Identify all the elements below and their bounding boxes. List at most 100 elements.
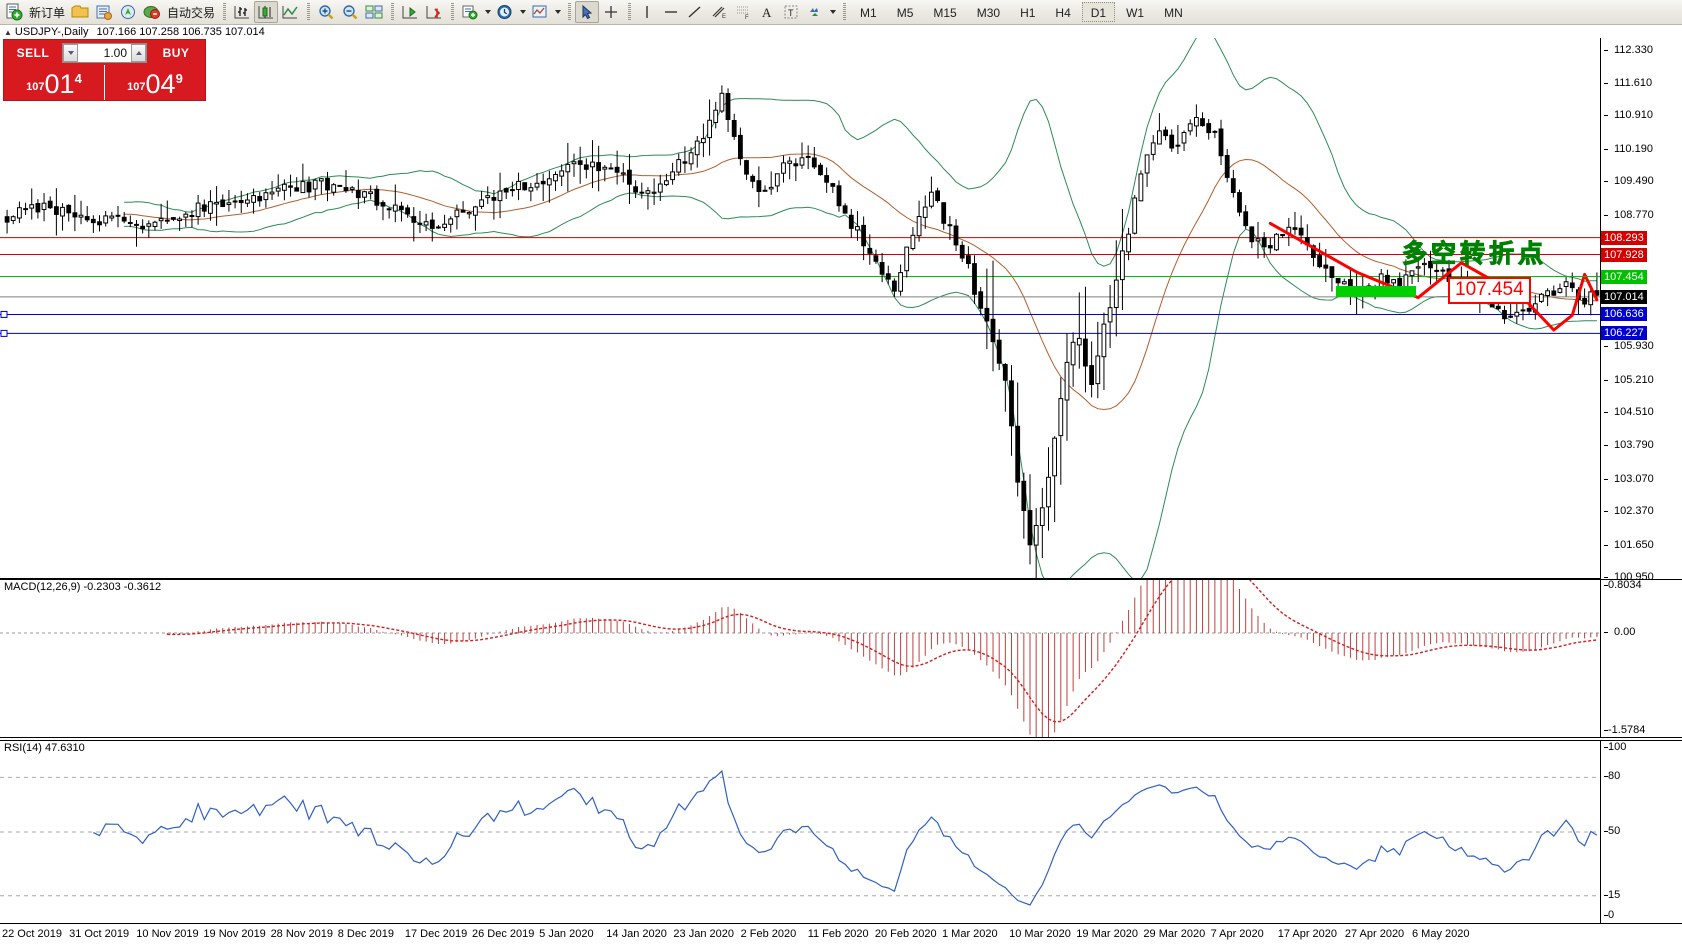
price-axis-tick: 104.510 [1604,406,1682,418]
terminal-icon[interactable] [92,1,116,23]
price-axis-tick: 102.370 [1604,505,1682,517]
timeframe-m15[interactable]: M15 [933,6,957,20]
price-chart-svg [0,38,1600,578]
price-level-tag[interactable]: 107.454 [1601,269,1647,284]
trendline-icon[interactable] [683,1,707,23]
macd-plot-area[interactable] [0,580,1682,737]
cursor-icon[interactable] [575,1,600,23]
vertical-line-icon[interactable] [635,1,659,23]
price-axis-tick: 112.330 [1604,44,1682,56]
auto-scroll-icon[interactable] [398,1,422,23]
macd-axis[interactable]: 0.8034 0.00 -1.5784 [1600,579,1682,737]
text-label-icon[interactable]: T [779,1,803,23]
date-axis-tick: 10 Mar 2020 [1009,928,1071,940]
period-clock-icon[interactable] [493,1,517,23]
date-axis-tick: 31 Oct 2019 [69,928,130,940]
volume-value[interactable]: 1.00 [103,45,127,60]
arrows-icon[interactable] [803,1,827,23]
add-indicator-icon[interactable] [458,1,482,23]
rsi-axis[interactable]: 100 80 50 15 0 [1600,741,1682,923]
date-axis-tick: 19 Mar 2020 [1076,928,1139,940]
date-axis-tick: 5 Jan 2020 [539,928,594,940]
svg-text:T: T [788,8,794,18]
navigator-icon[interactable] [116,1,140,23]
buy-price-main: 04 [145,69,176,99]
line-chart-icon[interactable] [278,1,302,23]
price-axis-tick: 110.910 [1604,109,1682,121]
chart-shift-icon[interactable] [422,1,446,23]
rsi-pane[interactable]: RSI(14) 47.6310 100 80 50 15 0 [0,740,1682,924]
toolbar-separator [841,2,847,22]
bar-chart-icon[interactable] [230,1,254,23]
sell-label[interactable]: SELL [16,45,50,60]
timeframe-m5[interactable]: M5 [896,6,914,20]
macd-chart-svg [0,580,1600,737]
macd-axis-tick: -1.5784 [1604,724,1682,736]
period-dropdown-caret[interactable] [517,2,528,22]
date-axis-tick: 14 Jan 2020 [606,928,667,940]
candlestick-chart-icon[interactable] [254,1,279,23]
rsi-plot-area[interactable] [0,741,1682,923]
timeframe-h4[interactable]: H4 [1055,6,1071,20]
zoom-in-icon[interactable] [314,1,338,23]
price-axis-tick: 103.790 [1604,439,1682,451]
buy-label[interactable]: BUY [162,45,190,60]
volume-decrease-button[interactable] [63,43,78,62]
macd-pane[interactable]: MACD(12,26,9) -0.2303 -0.3612 0.8034 0.00… [0,579,1682,738]
autotrading-icon[interactable] [140,1,164,23]
date-axis-tick: 27 Apr 2020 [1344,928,1405,940]
sell-price-prefix: 107 [26,81,45,93]
crosshair-icon[interactable] [599,1,623,23]
buy-price-button[interactable]: 107 04 9 [105,65,205,100]
oct-top-row: SELL 1.00 BUY [4,40,205,65]
zoom-out-icon[interactable] [338,1,362,23]
collapse-triangle-icon[interactable]: ▲ [4,27,12,37]
price-plot-area[interactable] [0,38,1682,578]
buy-price-pipette: 9 [175,71,183,86]
arrows-dropdown-caret[interactable] [827,2,838,22]
templates-icon[interactable] [528,1,552,23]
date-axis-tick: 17 Apr 2020 [1277,928,1338,940]
timeframe-w1[interactable]: W1 [1126,6,1145,20]
new-order-button[interactable] [2,1,26,23]
price-chart-pane[interactable]: 112.330 111.610 110.910 110.190 109.490 108.7… [0,38,1682,583]
price-level-tag[interactable]: 106.227 [1601,326,1647,341]
one-click-trading-panel[interactable]: SELL 1.00 BUY 107 01 4 107 04 9 [3,39,206,101]
volume-increase-button[interactable] [131,43,146,62]
sell-price-button[interactable]: 107 01 4 [4,65,105,100]
equidistant-channel-icon[interactable]: E [707,1,731,23]
text-icon[interactable]: A [755,1,779,23]
tile-windows-icon[interactable] [362,1,386,23]
indicator-dropdown-caret[interactable] [482,2,493,22]
fibonacci-icon[interactable]: F [731,1,755,23]
sell-price-main: 01 [44,69,75,99]
timeframe-mn[interactable]: MN [1164,6,1183,20]
timeframe-m30[interactable]: M30 [976,6,1001,20]
price-level-tag[interactable]: 106.636 [1601,307,1647,322]
macd-axis-tick: 0.8034 [1604,579,1682,591]
price-axis-tick: 103.070 [1604,473,1682,485]
folder-icon[interactable] [68,1,92,23]
timeframe-m1[interactable]: M1 [860,6,877,20]
date-axis-tick: 29 Mar 2020 [1143,928,1206,940]
date-axis-tick: 2 Feb 2020 [740,928,797,940]
timeframe-d1[interactable]: D1 [1081,2,1116,22]
date-axis[interactable]: 22 Oct 2019 31 Oct 2019 10 Nov 2019 19 Nov … [0,926,1600,944]
volume-stepper[interactable]: 1.00 [62,42,147,63]
toolbar-separator [389,2,395,22]
new-order-label[interactable]: 新订单 [29,5,66,20]
timeframe-h1[interactable]: H1 [1020,6,1036,20]
toolbar-separator [221,2,227,22]
toolbar-separator [305,2,311,22]
horizontal-line-icon[interactable] [659,1,683,23]
price-axis-tick: 105.210 [1604,374,1682,386]
date-axis-tick: 26 Dec 2019 [472,928,535,940]
price-level-tag[interactable]: 108.293 [1601,230,1647,245]
price-axis-tick: 109.490 [1604,175,1682,187]
price-level-tag[interactable]: 107.014 [1601,289,1647,304]
rsi-axis-tick: 50 [1604,825,1682,837]
templates-dropdown-caret[interactable] [552,2,563,22]
price-level-tag[interactable]: 107.928 [1601,247,1647,262]
price-axis-tick: 108.770 [1604,209,1682,221]
autotrading-label[interactable]: 自动交易 [167,5,216,20]
